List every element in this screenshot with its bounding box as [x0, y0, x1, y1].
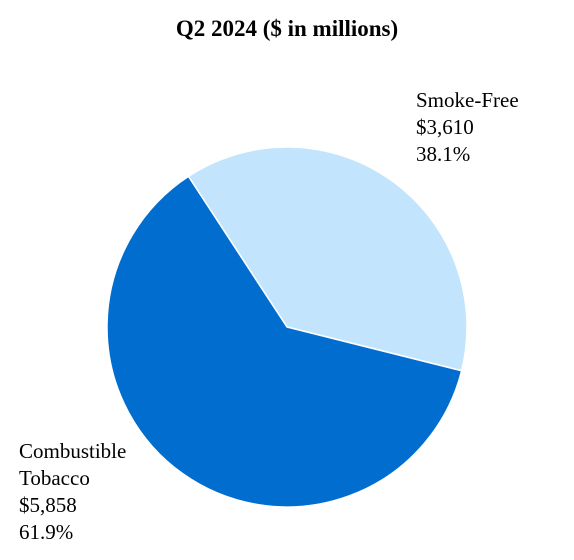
slice-label-smoke-free: Smoke-Free $3,610 38.1%	[416, 87, 519, 168]
slice-label-combustible-tobacco: Combustible Tobacco $5,858 61.9%	[19, 438, 126, 546]
slice-percent: 61.9%	[19, 520, 74, 544]
slice-value: $3,610	[416, 115, 474, 139]
pie-slice-smoke-free	[187, 146, 468, 372]
slice-name: Smoke-Free	[416, 88, 519, 112]
slice-percent: 38.1%	[416, 142, 471, 166]
slice-name-line-1: Combustible	[19, 439, 127, 463]
pie-slice-combustible-tobacco	[106, 175, 463, 508]
slice-value: $5,858	[19, 493, 77, 517]
chart-title: Q2 2024 ($ in millions)	[175, 16, 399, 41]
slice-name-line-2: Tobacco	[19, 466, 90, 490]
